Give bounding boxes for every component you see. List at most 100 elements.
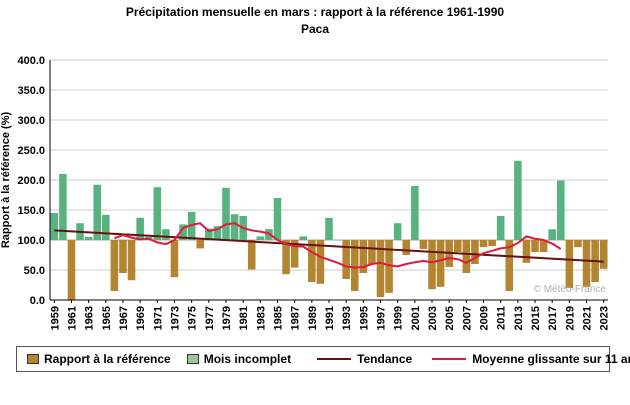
x-tick-label: 2013 [513,306,525,330]
bar [170,240,179,278]
bar [522,240,531,263]
x-tick-label: 2011 [496,306,508,330]
bar [548,229,556,240]
x-tick-label: 2023 [599,306,611,330]
bar [162,229,170,240]
legend-item-moyenne: Moyenne glissante sur 11 ans [432,352,630,366]
y-tick-label: 100.0 [17,235,45,247]
bar [93,184,101,240]
chart-subtitle: Paca [300,22,330,36]
legend-label-moyenne: Moyenne glissante sur 11 ans [472,352,630,366]
x-tick-label: 1997 [376,306,388,330]
bar [565,240,574,288]
bar [479,240,488,248]
x-tick-label: 2005 [444,306,456,330]
x-tick-label: 1979 [221,306,233,330]
bar [282,240,290,275]
bar [67,240,76,300]
x-tick-label: 1995 [358,306,370,330]
x-tick-label: 1959 [49,306,61,330]
x-tick-label: 1985 [272,306,284,330]
y-tick-label: 50.0 [24,265,45,277]
bar [359,240,368,273]
bar [213,226,222,240]
bar [531,240,539,252]
x-tick-label: 1961 [66,306,78,330]
chart-title: Précipitation mensuelle en mars : rappor… [125,5,505,19]
x-tick-label: 2017 [547,306,559,330]
x-tick-label: 2019 [564,306,576,330]
legend-swatch-rapport [27,354,39,364]
x-tick-label: 2001 [410,306,422,330]
legend-swatch-incomplet [186,354,199,364]
legend-swatch-moyenne [432,358,467,360]
bar [582,240,591,287]
bar [471,240,479,264]
bar [368,240,376,264]
x-tick-label: 1999 [393,306,405,330]
y-tick-label: 250.0 [17,145,45,157]
bar [333,240,342,241]
x-tick-label: 2003 [427,306,439,330]
bar [514,160,522,240]
bar [50,213,59,240]
bar [325,217,333,240]
bar [385,240,393,293]
legend-item-incomplet: Mois incomplet [186,352,292,366]
legend-label-tendance: Tendance [357,352,413,366]
x-tick-label: 1963 [84,306,96,330]
legend-item-tendance: Tendance [317,352,412,366]
bar [84,237,93,240]
bar [290,240,299,268]
x-tick-label: 1987 [290,306,302,330]
x-tick-label: 2007 [461,306,473,330]
bar [436,240,445,287]
x-tick-label: 1967 [118,306,130,330]
x-tick-label: 1969 [135,306,147,330]
bar [273,198,282,240]
legend-item-rapport: Rapport à la référence [27,352,171,366]
y-tick-label: 200.0 [17,175,45,187]
y-tick-label: 150.0 [17,205,45,217]
bar [488,240,496,246]
bar [308,240,316,282]
x-tick-label: 1981 [238,306,250,330]
bar [574,240,582,248]
bar [557,180,565,240]
bar [428,240,436,290]
x-tick-label: 1965 [101,306,113,330]
y-tick-label: 0.0 [30,295,45,307]
bar [230,214,239,240]
bar [453,240,462,252]
bar [256,236,265,240]
bar [402,240,411,255]
legend-label-rapport: Rapport à la référence [44,352,171,366]
x-tick-label: 2015 [530,306,542,330]
bar [136,217,144,240]
bar [179,224,187,240]
legend-label-incomplet: Mois incomplet [203,352,292,366]
watermark: © Météo-France [534,284,607,295]
bar [376,240,385,297]
bar [419,240,428,249]
x-tick-label: 1991 [324,306,336,330]
bar [247,240,256,270]
x-tick-label: 1971 [152,306,164,330]
bar [599,240,608,269]
bar [222,187,230,240]
x-tick-label: 1975 [187,306,199,330]
x-tick-label: 2009 [479,306,491,330]
bar [196,240,205,249]
y-tick-label: 300.0 [17,115,45,127]
bar [110,240,119,291]
bar [316,240,325,284]
bar [393,223,402,240]
y-tick-label: 400.0 [17,55,45,67]
y-tick-label: 350.0 [17,85,45,97]
x-tick-label: 2021 [582,306,594,330]
bar [59,174,67,240]
x-tick-label: 1983 [255,306,267,330]
bar [342,240,350,279]
trend-line [54,229,604,263]
